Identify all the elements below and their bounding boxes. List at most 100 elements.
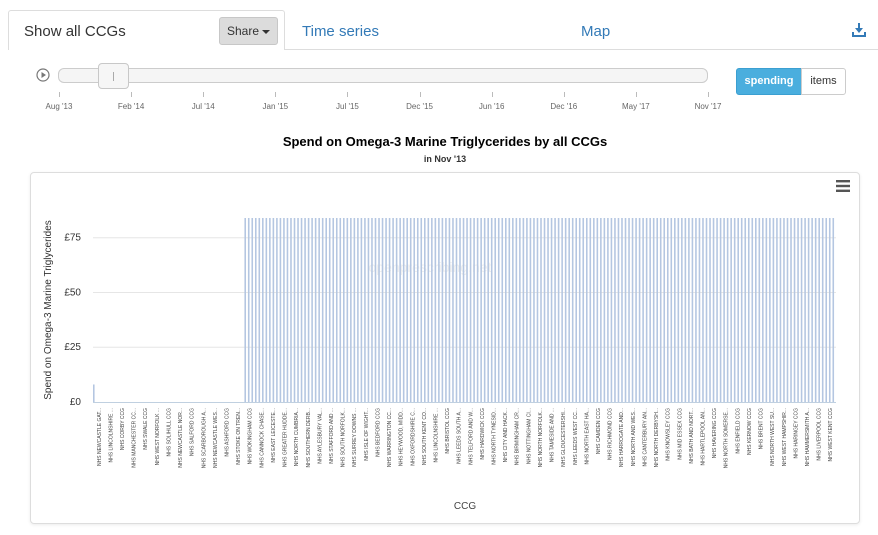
- chart-bar[interactable]: [533, 218, 535, 402]
- chart-bar[interactable]: [321, 218, 324, 402]
- tab-time-series[interactable]: Time series: [302, 23, 379, 40]
- chart-bar[interactable]: [357, 218, 359, 402]
- chart-bar[interactable]: [254, 218, 257, 402]
- chart-bar[interactable]: [568, 218, 570, 402]
- chart-bar[interactable]: [635, 218, 637, 402]
- chart-bar[interactable]: [431, 218, 433, 402]
- chart-bar[interactable]: [543, 218, 546, 402]
- chart-bar[interactable]: [462, 218, 465, 402]
- chart-bar[interactable]: [656, 218, 658, 402]
- items-toggle[interactable]: items: [801, 68, 846, 95]
- chart-bar[interactable]: [695, 218, 697, 402]
- chart-bar[interactable]: [663, 218, 666, 402]
- chart-bar[interactable]: [286, 218, 289, 402]
- chart-bar[interactable]: [712, 218, 715, 402]
- chart-bar[interactable]: [719, 218, 722, 402]
- chart-bar[interactable]: [814, 218, 817, 402]
- chart-bar[interactable]: [441, 218, 444, 402]
- chart-bar[interactable]: [469, 218, 472, 402]
- share-button[interactable]: Share: [219, 17, 278, 45]
- chart-bar[interactable]: [378, 218, 380, 402]
- chart-bar[interactable]: [269, 218, 271, 402]
- chart-bar[interactable]: [399, 218, 401, 402]
- chart-bar[interactable]: [247, 218, 250, 402]
- chart-bar[interactable]: [571, 218, 574, 402]
- chart-bar[interactable]: [297, 218, 299, 402]
- chart-bar[interactable]: [512, 218, 514, 402]
- chart-bar[interactable]: [424, 218, 426, 402]
- chart-bar[interactable]: [614, 218, 616, 402]
- chart-bar[interactable]: [93, 384, 95, 402]
- chart-bar[interactable]: [624, 218, 627, 402]
- chart-bar[interactable]: [557, 218, 560, 402]
- chart-bar[interactable]: [733, 218, 736, 402]
- chart-bar[interactable]: [758, 218, 761, 402]
- chart-bar[interactable]: [307, 218, 310, 402]
- chart-bar[interactable]: [497, 218, 500, 402]
- chart-bar[interactable]: [564, 218, 567, 402]
- chart-bar[interactable]: [828, 218, 831, 402]
- chart-bar[interactable]: [402, 218, 405, 402]
- chart-bar[interactable]: [681, 218, 683, 402]
- chart-bar[interactable]: [561, 218, 563, 402]
- chart-bar[interactable]: [790, 218, 792, 402]
- chart-bar[interactable]: [455, 218, 458, 402]
- chart-bar[interactable]: [652, 218, 655, 402]
- chart-bar[interactable]: [438, 218, 440, 402]
- chart-bar[interactable]: [515, 218, 518, 402]
- chart-bar[interactable]: [262, 218, 264, 402]
- time-slider-track[interactable]: [58, 68, 708, 83]
- chart-bar[interactable]: [290, 218, 292, 402]
- chart-bar[interactable]: [554, 218, 556, 402]
- chart-bar[interactable]: [328, 218, 331, 402]
- chart-bar[interactable]: [762, 218, 764, 402]
- chart-bar[interactable]: [466, 218, 468, 402]
- chart-bar[interactable]: [832, 218, 835, 402]
- chart-bar[interactable]: [501, 218, 504, 402]
- chart-bar[interactable]: [804, 218, 806, 402]
- play-icon[interactable]: [36, 68, 50, 82]
- chart-bar[interactable]: [807, 218, 810, 402]
- chart-bar[interactable]: [765, 218, 768, 402]
- chart-bar[interactable]: [645, 218, 648, 402]
- chart-bar[interactable]: [800, 218, 803, 402]
- chart-bar[interactable]: [293, 218, 296, 402]
- chart-bar[interactable]: [473, 218, 475, 402]
- chart-bar[interactable]: [483, 218, 486, 402]
- chart-bar[interactable]: [793, 218, 796, 402]
- chart-bar[interactable]: [740, 218, 743, 402]
- chart-bar[interactable]: [702, 218, 704, 402]
- chart-bar[interactable]: [272, 218, 275, 402]
- chart-bar[interactable]: [705, 218, 708, 402]
- chart-bar[interactable]: [300, 218, 303, 402]
- chart-bar[interactable]: [304, 218, 306, 402]
- chart-bar[interactable]: [610, 218, 613, 402]
- chart-bar[interactable]: [575, 218, 577, 402]
- chart-bar[interactable]: [698, 218, 701, 402]
- chart-bar[interactable]: [578, 218, 581, 402]
- chart-bar[interactable]: [434, 218, 437, 402]
- chart-bar[interactable]: [776, 218, 778, 402]
- chart-bar[interactable]: [371, 218, 373, 402]
- chart-bar[interactable]: [716, 218, 718, 402]
- chart-bar[interactable]: [413, 218, 416, 402]
- chart-bar[interactable]: [392, 218, 394, 402]
- chart-bar[interactable]: [526, 218, 528, 402]
- download-icon[interactable]: [851, 22, 867, 38]
- chart-bar[interactable]: [487, 218, 489, 402]
- chart-bar[interactable]: [519, 218, 521, 402]
- chart-bar[interactable]: [452, 218, 454, 402]
- chart-bar[interactable]: [339, 218, 342, 402]
- chart-bar[interactable]: [621, 218, 623, 402]
- chart-bar[interactable]: [772, 218, 775, 402]
- chart-bar[interactable]: [797, 218, 799, 402]
- chart-bar[interactable]: [388, 218, 391, 402]
- chart-bar[interactable]: [723, 218, 725, 402]
- chart-bar[interactable]: [726, 218, 729, 402]
- chart-bar[interactable]: [505, 218, 507, 402]
- chart-bar[interactable]: [670, 218, 673, 402]
- chart-bar[interactable]: [691, 218, 694, 402]
- chart-bar[interactable]: [737, 218, 739, 402]
- chart-bar[interactable]: [343, 218, 345, 402]
- chart-bar[interactable]: [385, 218, 387, 402]
